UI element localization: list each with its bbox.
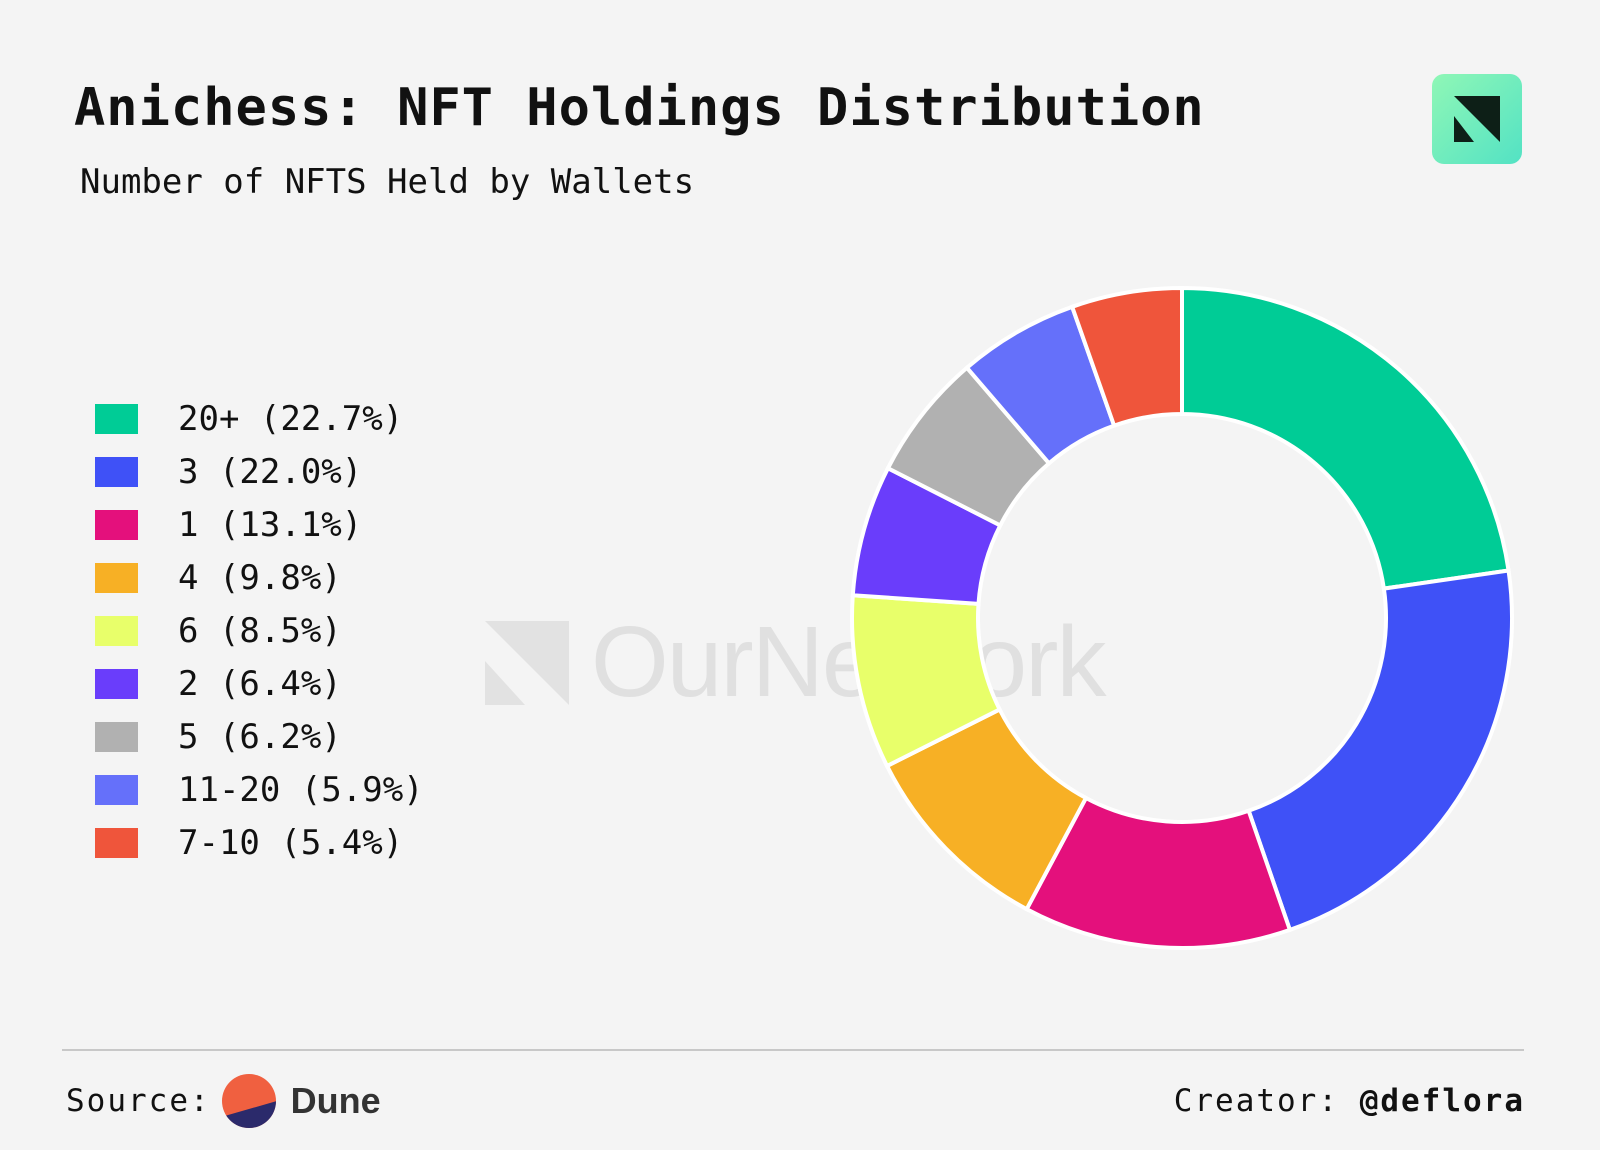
- legend-label: 11-20 (5.9%): [178, 769, 424, 810]
- watermark-logo-icon: [485, 620, 569, 705]
- legend-swatch: [95, 615, 138, 646]
- watermark-text: OurNetwork: [591, 606, 1106, 718]
- legend-item: 6 (8.5%): [95, 604, 424, 657]
- chart-title: Anichess: NFT Holdings Distribution: [74, 78, 1205, 138]
- legend-item: 2 (6.4%): [95, 657, 424, 710]
- legend-label: 1 (13.1%): [178, 504, 363, 545]
- legend-item: 11-20 (5.9%): [95, 763, 424, 816]
- legend-item: 4 (9.8%): [95, 551, 424, 604]
- ournetwork-logo-icon: [1454, 96, 1500, 142]
- legend-item: 1 (13.1%): [95, 498, 424, 551]
- donut-slice-7-10: [1069, 285, 1184, 429]
- legend-label: 4 (9.8%): [178, 557, 342, 598]
- legend-label: 7-10 (5.4%): [178, 822, 404, 863]
- legend-swatch: [95, 827, 138, 858]
- legend-swatch: [95, 509, 138, 540]
- creator-label: Creator:: [1173, 1083, 1340, 1119]
- creator-handle: @deflora: [1359, 1083, 1525, 1119]
- legend-item: 7-10 (5.4%): [95, 816, 424, 869]
- legend-item: 5 (6.2%): [95, 710, 424, 763]
- dune-logo-icon: [221, 1074, 276, 1128]
- legend-label: 20+ (22.7%): [178, 398, 404, 439]
- legend-label: 6 (8.5%): [178, 610, 342, 651]
- legend-swatch: [95, 456, 138, 487]
- legend-swatch: [95, 403, 138, 434]
- donut-slice-3: [1246, 568, 1514, 933]
- chart-legend: 20+ (22.7%) 3 (22.0%) 1 (13.1%) 4 (9.8%) 6 (…: [95, 392, 424, 869]
- donut-slice-20+: [1180, 285, 1511, 591]
- legend-swatch: [95, 721, 138, 752]
- legend-item: 3 (22.0%): [95, 445, 424, 498]
- legend-swatch: [95, 562, 138, 593]
- legend-label: 2 (6.4%): [178, 663, 342, 704]
- source-credit: Source: Dune: [66, 1073, 381, 1129]
- creator-credit: Creator: @deflora: [1174, 1083, 1525, 1119]
- chart-subtitle: Number of NFTS Held by Wallets: [80, 162, 695, 202]
- ournetwork-logo: [1432, 74, 1522, 164]
- legend-item: 20+ (22.7%): [95, 392, 424, 445]
- legend-swatch: [95, 774, 138, 805]
- legend-label: 5 (6.2%): [178, 716, 342, 757]
- legend-label: 3 (22.0%): [178, 451, 363, 492]
- source-label: Source:: [66, 1083, 211, 1119]
- footer-divider: [62, 1049, 1524, 1051]
- watermark: OurNetwork: [485, 605, 1106, 720]
- source-name: Dune: [290, 1080, 381, 1121]
- legend-swatch: [95, 668, 138, 699]
